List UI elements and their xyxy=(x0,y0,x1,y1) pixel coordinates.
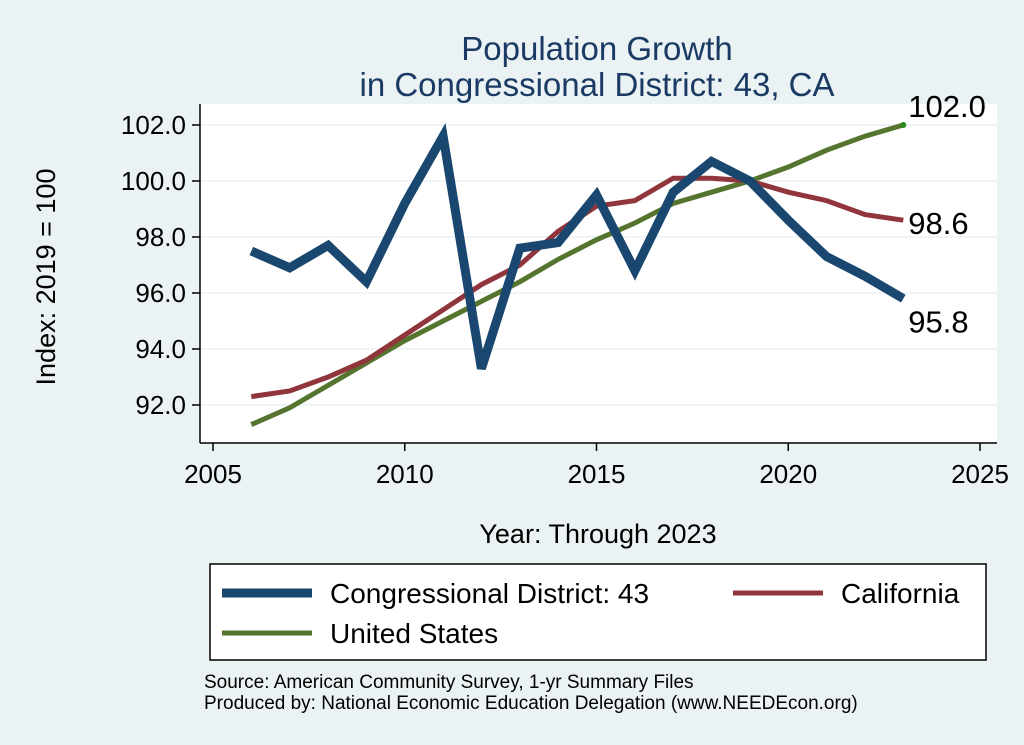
y-tick-label: 102.0 xyxy=(121,110,186,140)
legend: Congressional District: 43 California Un… xyxy=(209,563,987,661)
legend-label-congressional-district-43: Congressional District: 43 xyxy=(330,578,649,609)
y-axis-title: Index: 2019 = 100 xyxy=(31,169,61,386)
x-tick-label: 2025 xyxy=(951,459,1009,489)
x-tick-label: 2010 xyxy=(376,459,434,489)
y-tick-label: 96.0 xyxy=(135,278,186,308)
y-tick-label: 100.0 xyxy=(121,166,186,196)
end-point-united-states xyxy=(900,122,907,128)
end-label-congressional-district-43: 95.8 xyxy=(908,305,968,340)
source-note: Source: American Community Survey, 1-yr … xyxy=(204,672,694,693)
x-tick-label: 2005 xyxy=(184,459,242,489)
end-label-california: 98.6 xyxy=(908,206,968,241)
x-tick-label: 2020 xyxy=(759,459,817,489)
legend-label-united-states: United States xyxy=(330,618,498,649)
series-lines xyxy=(249,122,907,427)
producer-note: Produced by: National Economic Education… xyxy=(204,693,858,714)
series-line-congressional-district-43 xyxy=(249,122,906,370)
legend-box xyxy=(209,563,987,661)
chart-title-line-2: in Congressional District: 43, CA xyxy=(359,66,834,103)
axes: 92.0 94.0 96.0 98.0 100.0 102.0 2005 2010 2015 20… xyxy=(121,104,1009,489)
gridlines xyxy=(200,124,997,406)
series-line-united-states xyxy=(250,122,905,427)
chart-title-line-1: Population Growth xyxy=(461,30,733,67)
end-label-united-states: 102.0 xyxy=(908,89,986,124)
x-axis-title: Year: Through 2023 xyxy=(479,519,716,549)
legend-label-california: California xyxy=(841,578,960,609)
y-tick-label: 98.0 xyxy=(135,222,186,252)
y-tick-label: 94.0 xyxy=(135,334,186,364)
x-tick-label: 2015 xyxy=(568,459,626,489)
y-tick-label: 92.0 xyxy=(135,390,186,420)
end-labels: 95.8 98.6 102.0 xyxy=(908,89,986,340)
